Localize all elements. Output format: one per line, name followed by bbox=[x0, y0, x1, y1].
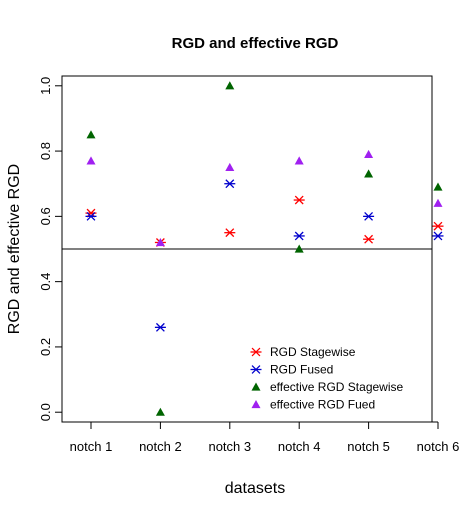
data-point-effective-rgd-fued bbox=[86, 156, 96, 165]
x-tick-label: notch 1 bbox=[70, 439, 113, 454]
data-point-effective-rgd-stagewise bbox=[86, 130, 96, 139]
x-axis-label: datasets bbox=[225, 480, 285, 497]
y-tick-label: 1.0 bbox=[38, 77, 53, 95]
legend-marker bbox=[250, 365, 262, 374]
legend: RGD Stagewise RGD Fused effective RGD Stag… bbox=[250, 345, 403, 412]
y-tick-label: 0.8 bbox=[38, 142, 53, 160]
x-axis: notch 1 notch 2 notch 3 notch 4 notch 5 notch… bbox=[70, 421, 460, 454]
data-point-effective-rgd-stagewise bbox=[433, 182, 443, 191]
data-point-rgd-stagewise bbox=[363, 234, 375, 244]
legend-marker bbox=[250, 347, 262, 357]
data-point-rgd-fused bbox=[293, 231, 305, 241]
data-points bbox=[85, 81, 444, 416]
data-point-effective-rgd-stagewise bbox=[364, 169, 374, 178]
x-tick-label: notch 4 bbox=[278, 439, 321, 454]
data-point-rgd-fused bbox=[224, 179, 236, 189]
y-tick-label: 0.0 bbox=[38, 403, 53, 421]
data-point-effective-rgd-stagewise bbox=[155, 407, 165, 416]
y-axis: 0.0 0.2 0.4 0.6 0.8 1.0 bbox=[38, 77, 63, 421]
legend-label: RGD Stagewise bbox=[270, 345, 356, 359]
x-tick-label: notch 2 bbox=[139, 439, 182, 454]
legend-label: effective RGD Stagewise bbox=[270, 380, 403, 394]
y-tick-label: 0.4 bbox=[38, 273, 53, 291]
data-point-rgd-stagewise bbox=[224, 228, 236, 238]
y-axis-label: RGD and effective RGD bbox=[6, 164, 23, 334]
legend-marker bbox=[251, 400, 261, 409]
x-tick-label: notch 3 bbox=[208, 439, 251, 454]
x-tick-label: notch 5 bbox=[347, 439, 390, 454]
data-point-effective-rgd-fued bbox=[364, 149, 374, 158]
data-point-effective-rgd-fued bbox=[225, 162, 235, 171]
data-point-effective-rgd-fued bbox=[433, 198, 443, 207]
chart-title: RGD and effective RGD bbox=[172, 35, 339, 52]
data-point-effective-rgd-fued bbox=[155, 237, 165, 247]
data-point-rgd-fused bbox=[432, 231, 444, 241]
data-point-rgd-fused bbox=[363, 211, 375, 221]
data-point-rgd-stagewise bbox=[293, 195, 305, 205]
legend-marker bbox=[251, 382, 261, 391]
legend-label: effective RGD Fued bbox=[270, 398, 375, 412]
data-point-rgd-fused bbox=[85, 211, 97, 221]
legend-label: RGD Fused bbox=[270, 363, 333, 377]
x-tick-label: notch 6 bbox=[417, 439, 460, 454]
y-tick-label: 0.2 bbox=[38, 338, 53, 356]
data-point-effective-rgd-fued bbox=[294, 156, 304, 165]
data-point-effective-rgd-stagewise bbox=[294, 244, 304, 253]
y-tick-label: 0.6 bbox=[38, 207, 53, 225]
data-point-rgd-stagewise bbox=[432, 221, 444, 231]
data-point-effective-rgd-stagewise bbox=[225, 81, 235, 90]
data-point-rgd-fused bbox=[154, 322, 166, 332]
